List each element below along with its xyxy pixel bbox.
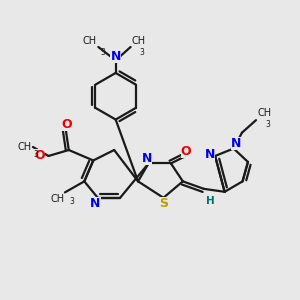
Text: 3: 3: [69, 196, 74, 206]
Text: CH: CH: [131, 36, 146, 46]
Text: 3: 3: [34, 150, 39, 159]
Text: CH: CH: [50, 194, 64, 204]
Text: N: N: [231, 136, 241, 150]
Text: O: O: [34, 149, 45, 162]
Text: N: N: [205, 148, 215, 161]
Text: N: N: [110, 50, 121, 63]
Text: CH: CH: [258, 108, 272, 118]
Text: CH: CH: [17, 142, 32, 152]
Text: 3: 3: [101, 48, 106, 57]
Text: O: O: [181, 145, 191, 158]
Text: 3: 3: [139, 48, 144, 57]
Text: O: O: [61, 118, 72, 131]
Text: H: H: [206, 196, 215, 206]
Text: 3: 3: [265, 120, 270, 129]
Text: S: S: [160, 197, 169, 210]
Text: N: N: [142, 152, 152, 165]
Text: N: N: [90, 197, 100, 210]
Text: CH: CH: [83, 36, 97, 46]
